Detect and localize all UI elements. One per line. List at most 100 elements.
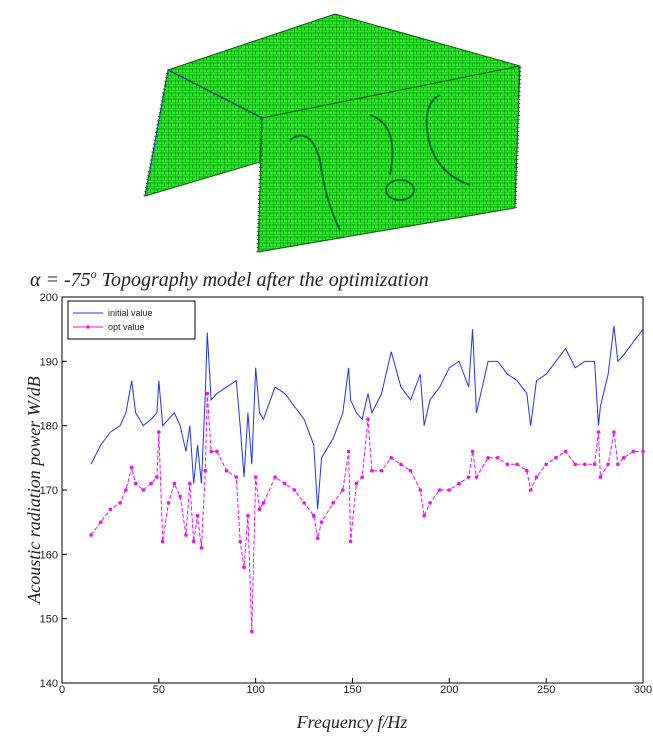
data-point [188, 482, 192, 486]
data-point [366, 417, 370, 421]
data-point [347, 450, 351, 454]
data-point [554, 456, 558, 460]
data-point [184, 533, 188, 537]
caption-text: Topography model after the optimization [97, 269, 429, 291]
data-point [155, 475, 159, 479]
data-point [124, 488, 128, 492]
data-point [200, 546, 204, 550]
data-point [355, 482, 359, 486]
data-point [109, 508, 113, 512]
data-point [535, 475, 539, 479]
data-point [167, 501, 171, 505]
y-tick-label: 150 [40, 614, 58, 626]
legend-marker [86, 325, 90, 329]
x-tick-label: 200 [440, 684, 458, 696]
data-point [471, 450, 475, 454]
data-point [612, 430, 616, 434]
data-point [583, 462, 587, 466]
y-tick-label: 180 [40, 421, 58, 433]
data-point [204, 469, 208, 473]
mesh-model [145, 14, 520, 252]
data-point [632, 450, 636, 454]
data-point [262, 501, 266, 505]
data-point [448, 488, 452, 492]
data-point [273, 475, 277, 479]
data-point [293, 488, 297, 492]
data-point [225, 469, 229, 473]
data-point [142, 488, 146, 492]
data-point [622, 456, 626, 460]
data-point [246, 514, 250, 518]
data-point [616, 462, 620, 466]
data-point [283, 482, 287, 486]
y-tick-label: 190 [40, 356, 58, 368]
caption: α = -75o Topography model after the opti… [30, 267, 429, 291]
data-point [161, 540, 165, 544]
data-point [438, 488, 442, 492]
data-point [242, 565, 246, 569]
data-point [496, 456, 500, 460]
data-point [196, 514, 200, 518]
data-point [457, 482, 461, 486]
data-point [312, 514, 316, 518]
x-tick-label: 0 [59, 684, 65, 696]
data-point [258, 508, 262, 512]
data-point [118, 501, 122, 505]
legend-label: opt value [108, 322, 145, 332]
data-point [331, 501, 335, 505]
data-point [467, 475, 471, 479]
y-tick-label: 160 [40, 549, 58, 561]
y-tick-label: 140 [40, 678, 58, 690]
data-point [380, 469, 384, 473]
data-point [506, 462, 510, 466]
data-point [178, 495, 182, 499]
data-point [320, 520, 324, 524]
data-point [428, 501, 432, 505]
data-point [134, 482, 138, 486]
data-point [209, 450, 213, 454]
data-point [235, 475, 239, 479]
x-axis-label: Frequency f/Hz [296, 712, 408, 732]
x-tick-label: 100 [246, 684, 264, 696]
data-point [599, 475, 603, 479]
x-tick-label: 300 [634, 684, 652, 696]
data-point [475, 475, 479, 479]
data-point [254, 475, 258, 479]
data-point [399, 462, 403, 466]
data-point [250, 630, 254, 634]
data-point [192, 540, 196, 544]
data-point [486, 456, 490, 460]
x-tick-label: 150 [343, 684, 361, 696]
data-point [606, 462, 610, 466]
data-point [205, 392, 209, 396]
data-point [525, 469, 529, 473]
data-point [641, 450, 645, 454]
data-point [302, 501, 306, 505]
data-point [389, 456, 393, 460]
legend-label: initial value [108, 308, 153, 318]
caption-prefix: α = -75 [30, 269, 91, 291]
data-point [564, 450, 568, 454]
data-point [593, 462, 597, 466]
data-point [418, 488, 422, 492]
figure: α = -75o Topography model after the opti… [0, 0, 653, 738]
data-point [341, 488, 345, 492]
data-point [89, 533, 93, 537]
data-point [149, 482, 153, 486]
x-tick-label: 250 [537, 684, 555, 696]
x-tick-label: 50 [153, 684, 165, 696]
data-point [409, 469, 413, 473]
data-point [157, 430, 161, 434]
data-point [99, 520, 103, 524]
data-point [529, 488, 533, 492]
y-tick-label: 170 [40, 485, 58, 497]
plot-area [62, 297, 643, 683]
data-point [238, 540, 242, 544]
data-point [349, 540, 353, 544]
data-point [173, 482, 177, 486]
data-point [544, 462, 548, 466]
data-point [515, 462, 519, 466]
data-point [130, 466, 134, 470]
data-point [573, 462, 577, 466]
data-point [316, 536, 320, 540]
